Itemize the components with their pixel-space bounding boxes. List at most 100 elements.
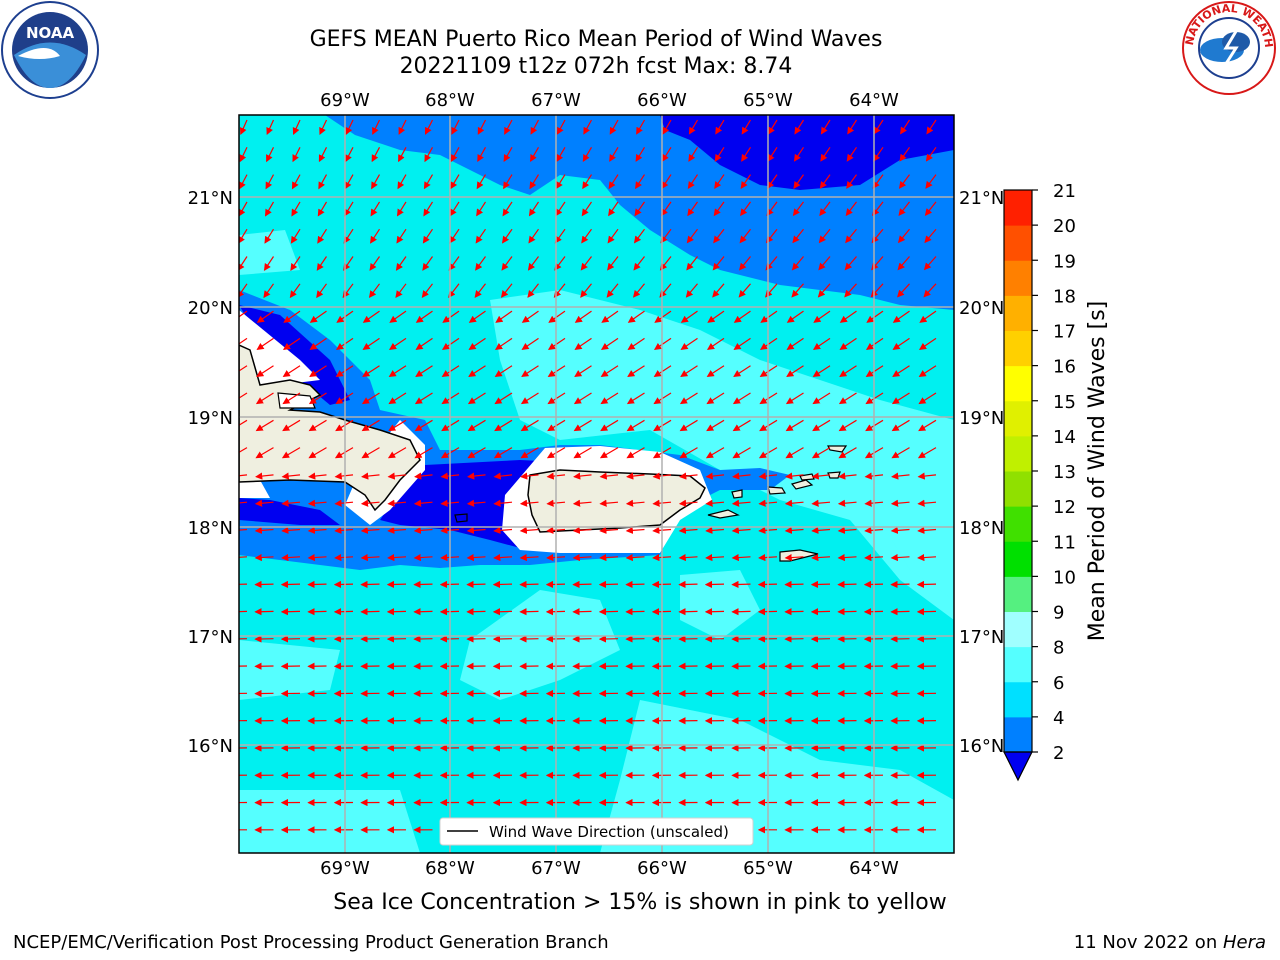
wave-direction-arrow: [520, 447, 539, 459]
wave-direction-arrow: [784, 526, 804, 534]
wave-direction-arrow: [917, 526, 937, 534]
wave-direction-arrow: [521, 365, 539, 378]
wave-direction-arrow: [442, 310, 460, 323]
wave-direction-arrow: [388, 337, 407, 350]
wave-direction-arrow: [556, 119, 566, 135]
wave-direction-arrow: [451, 119, 460, 135]
wave-direction-arrow: [687, 201, 698, 217]
wave-direction-arrow: [239, 528, 248, 531]
wave-direction-arrow: [239, 337, 248, 345]
wave-direction-arrow: [600, 419, 619, 432]
wave-direction-arrow: [892, 310, 910, 323]
wave-direction-arrow: [423, 201, 434, 217]
wave-direction-arrow: [741, 146, 752, 162]
wave-direction-arrow: [318, 174, 328, 190]
wave-direction-arrow: [239, 147, 248, 163]
map-gridlines: [239, 115, 954, 853]
wave-direction-arrow: [239, 201, 248, 217]
wave-direction-arrow: [685, 283, 698, 298]
wave-direction-arrow: [679, 472, 698, 480]
chart-subtitle: 20221109 t12z 072h fcst Max: 8.74: [399, 54, 793, 79]
lon-label-top: 69°W: [320, 90, 370, 111]
wave-direction-arrow: [449, 228, 460, 244]
wave-direction-arrow: [653, 365, 672, 378]
wave-direction-arrow: [739, 256, 751, 271]
wave-direction-arrow: [731, 499, 751, 507]
wave-direction-arrow: [450, 174, 460, 190]
wave-direction-arrow: [362, 337, 380, 350]
wave-direction-arrow: [449, 201, 460, 217]
wave-direction-arrow: [395, 283, 407, 299]
wave-direction-arrow: [361, 419, 380, 432]
wave-direction-arrow: [573, 419, 592, 432]
wave-direction-arrow: [680, 365, 698, 378]
wave-direction-arrow: [733, 365, 751, 378]
wave-direction-arrow: [307, 553, 327, 562]
wave-direction-arrow: [519, 553, 539, 562]
colorbar-tick-label: 19: [1053, 251, 1076, 272]
wave-direction-arrow: [838, 472, 857, 480]
wave-direction-arrow: [923, 256, 937, 271]
wave-direction-arrow: [917, 472, 937, 480]
colorbar-segment: [1004, 400, 1032, 437]
wave-direction-arrow: [371, 147, 381, 163]
colorbar-segment: [1004, 611, 1032, 648]
wave-direction-arrow: [255, 472, 274, 480]
wave-direction-arrow: [360, 499, 380, 507]
wave-direction-arrow: [680, 337, 698, 350]
wave-direction-arrow: [924, 201, 937, 216]
wave-direction-arrow: [820, 119, 831, 135]
wave-direction-arrow: [292, 147, 301, 163]
colorbar-tick-label: 21: [1053, 181, 1076, 202]
wave-direction-arrow: [307, 526, 327, 534]
wave-direction-arrow: [547, 365, 566, 378]
lon-label-top: 65°W: [743, 90, 793, 111]
wave-direction-arrow: [793, 174, 804, 189]
wave-direction-arrow: [785, 447, 804, 459]
colorbar-tick-label: 12: [1053, 497, 1076, 518]
colorbar-segment: [1004, 260, 1032, 296]
wave-direction-arrow: [466, 499, 486, 507]
colorbar-tick-label: 14: [1053, 427, 1076, 448]
wave-direction-arrow: [309, 310, 327, 323]
wave-direction-arrow: [811, 553, 831, 562]
wave-direction-arrow: [707, 310, 725, 323]
wave-direction-arrow: [334, 553, 354, 562]
wave-direction-arrow: [786, 365, 804, 378]
wave-direction-arrow: [369, 256, 380, 271]
wave-direction-arrow: [891, 447, 910, 459]
wave-direction-arrow: [732, 447, 751, 459]
wave-direction-arrow: [583, 119, 593, 135]
wave-direction-arrow: [706, 365, 725, 378]
wave-direction-arrow: [555, 174, 566, 190]
wave-direction-arrow: [688, 146, 699, 162]
wave-direction-arrow: [527, 256, 539, 271]
wave-direction-arrow: [580, 283, 592, 298]
wave-direction-arrow: [900, 119, 911, 135]
wave-direction-arrow: [784, 499, 804, 507]
wave-direction-arrow: [811, 472, 831, 480]
wave-direction-arrow: [477, 147, 487, 163]
wave-direction-arrow: [866, 310, 884, 323]
wave-direction-arrow: [282, 365, 301, 378]
nws-logo-text: NATIONAL WEATHER SERVICE: [0, 0, 1275, 48]
wave-direction-arrow: [466, 526, 486, 534]
wave-direction-arrow: [360, 553, 380, 562]
lon-label-bottom: 67°W: [531, 858, 581, 879]
wave-direction-arrow: [317, 228, 328, 244]
wave-direction-arrow: [706, 392, 725, 405]
wave-direction-arrow: [345, 119, 354, 135]
wave-direction-arrow: [388, 392, 407, 405]
wave-direction-arrow: [415, 337, 433, 350]
colorbar-tick-label: 10: [1053, 567, 1076, 588]
wave-direction-arrow: [413, 499, 433, 507]
wave-direction-arrow: [528, 228, 539, 244]
wave-direction-arrow: [582, 146, 593, 162]
wave-direction-arrow: [308, 419, 327, 432]
wave-direction-arrow: [503, 174, 513, 190]
wave-direction-arrow: [388, 419, 407, 432]
wave-direction-arrow: [625, 526, 645, 534]
wave-direction-arrow: [686, 256, 698, 271]
wave-direction-arrow: [414, 419, 433, 432]
wave-direction-arrow: [599, 553, 619, 562]
